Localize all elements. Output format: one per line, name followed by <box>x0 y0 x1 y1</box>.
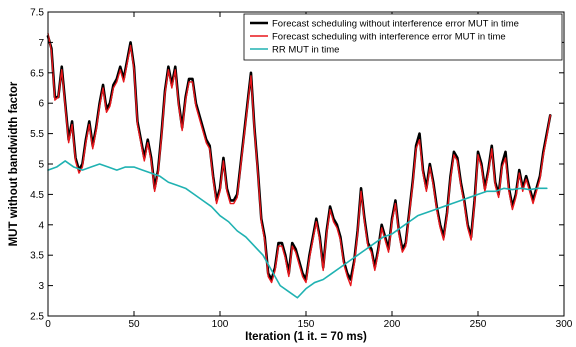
y-tick-label: 3.5 <box>30 251 44 262</box>
y-axis-title: MUT without bandwidth factor <box>8 81 20 246</box>
legend-box <box>243 13 563 61</box>
y-tick-label: 3 <box>38 281 44 292</box>
y-tick-label: 6 <box>38 99 44 110</box>
series-line-3 <box>47 160 548 299</box>
x-tick-label: 0 <box>45 319 51 330</box>
x-tick-label: 50 <box>128 319 140 330</box>
series-line-2 <box>47 32 551 287</box>
y-tick-label: 7.5 <box>30 8 44 19</box>
x-tick-label: 150 <box>298 319 315 330</box>
y-tick-label: 5 <box>38 160 44 171</box>
y-tick-label: 5.5 <box>30 129 44 140</box>
y-tick-label: 7 <box>38 38 44 49</box>
x-tick-label: 100 <box>212 319 229 330</box>
y-tick-label: 2.5 <box>30 312 44 323</box>
y-tick-label: 4.5 <box>30 190 44 201</box>
y-tick-label: 6.5 <box>30 68 44 79</box>
legend-label-2: Forecast scheduling with interference er… <box>272 32 506 43</box>
x-tick-label: 200 <box>384 319 401 330</box>
x-tick-label: 250 <box>470 319 487 330</box>
legend: Forecast scheduling without interference… <box>243 13 563 61</box>
legend-label-3: RR MUT in time <box>272 45 339 56</box>
x-axis-title: Iteration (1 it. = 70 ms) <box>245 331 367 343</box>
y-tick-label: 4 <box>38 220 44 231</box>
x-tick-label: 300 <box>556 319 573 330</box>
legend-label-1: Forecast scheduling without interference… <box>272 19 519 30</box>
